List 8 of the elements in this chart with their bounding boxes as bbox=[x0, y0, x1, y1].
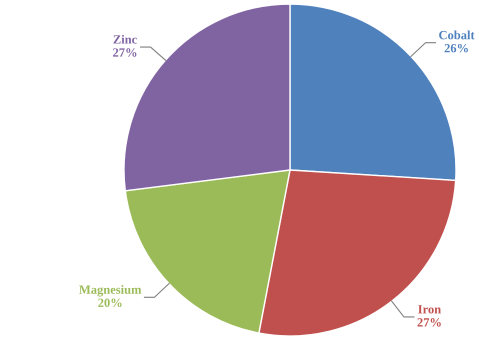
slice-label: Zinc bbox=[113, 34, 137, 44]
slice-label: Magnesium bbox=[79, 285, 142, 296]
data-label: 26% bbox=[444, 44, 468, 52]
data-label: 27% bbox=[417, 318, 441, 327]
slice-label: Cobalt bbox=[439, 30, 475, 40]
slice-label: Iron bbox=[418, 305, 441, 314]
data-label: 27% bbox=[113, 48, 136, 57]
data-label: 20% bbox=[98, 298, 122, 308]
